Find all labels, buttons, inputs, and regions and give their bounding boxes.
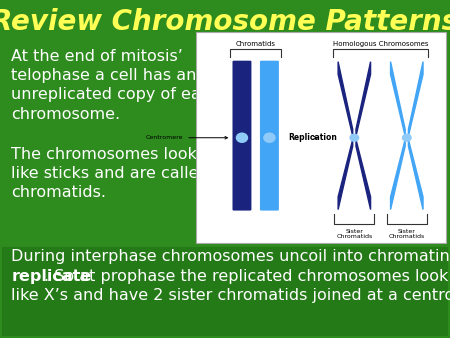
- Polygon shape: [356, 62, 371, 136]
- Text: The chromosomes look
like sticks and are called
chromatids.: The chromosomes look like sticks and are…: [11, 147, 209, 200]
- Ellipse shape: [349, 134, 360, 142]
- Text: Centromere: Centromere: [146, 135, 227, 140]
- Polygon shape: [338, 139, 353, 210]
- FancyBboxPatch shape: [260, 61, 279, 211]
- Polygon shape: [409, 139, 423, 210]
- Text: like X’s and have 2 sister chromatids joined at a centromere.: like X’s and have 2 sister chromatids jo…: [11, 288, 450, 303]
- FancyBboxPatch shape: [196, 32, 446, 243]
- Polygon shape: [391, 139, 405, 210]
- Text: Sister
Chromatids: Sister Chromatids: [336, 228, 373, 239]
- Polygon shape: [356, 139, 371, 210]
- Text: Sister
Chromatids: Sister Chromatids: [389, 228, 425, 239]
- FancyBboxPatch shape: [233, 61, 252, 211]
- Text: . So at prophase the replicated chromosomes look: . So at prophase the replicated chromoso…: [44, 269, 449, 284]
- Text: replicate: replicate: [11, 269, 91, 284]
- Polygon shape: [409, 62, 423, 136]
- FancyBboxPatch shape: [2, 247, 448, 336]
- Text: Review Chromosome Patterns: Review Chromosome Patterns: [0, 8, 450, 37]
- Ellipse shape: [236, 132, 248, 143]
- Ellipse shape: [402, 134, 412, 142]
- Polygon shape: [338, 62, 353, 136]
- Text: During interphase chromosomes uncoil into chromatin and: During interphase chromosomes uncoil int…: [11, 249, 450, 264]
- Text: Homologous Chromosomes: Homologous Chromosomes: [333, 41, 428, 47]
- Text: Chromatids: Chromatids: [236, 41, 276, 47]
- Text: At the end of mitosis’
telophase a cell has an
unreplicated copy of each
chromos: At the end of mitosis’ telophase a cell …: [11, 49, 220, 122]
- Polygon shape: [391, 62, 405, 136]
- Text: Replication: Replication: [288, 133, 337, 142]
- Ellipse shape: [263, 132, 276, 143]
